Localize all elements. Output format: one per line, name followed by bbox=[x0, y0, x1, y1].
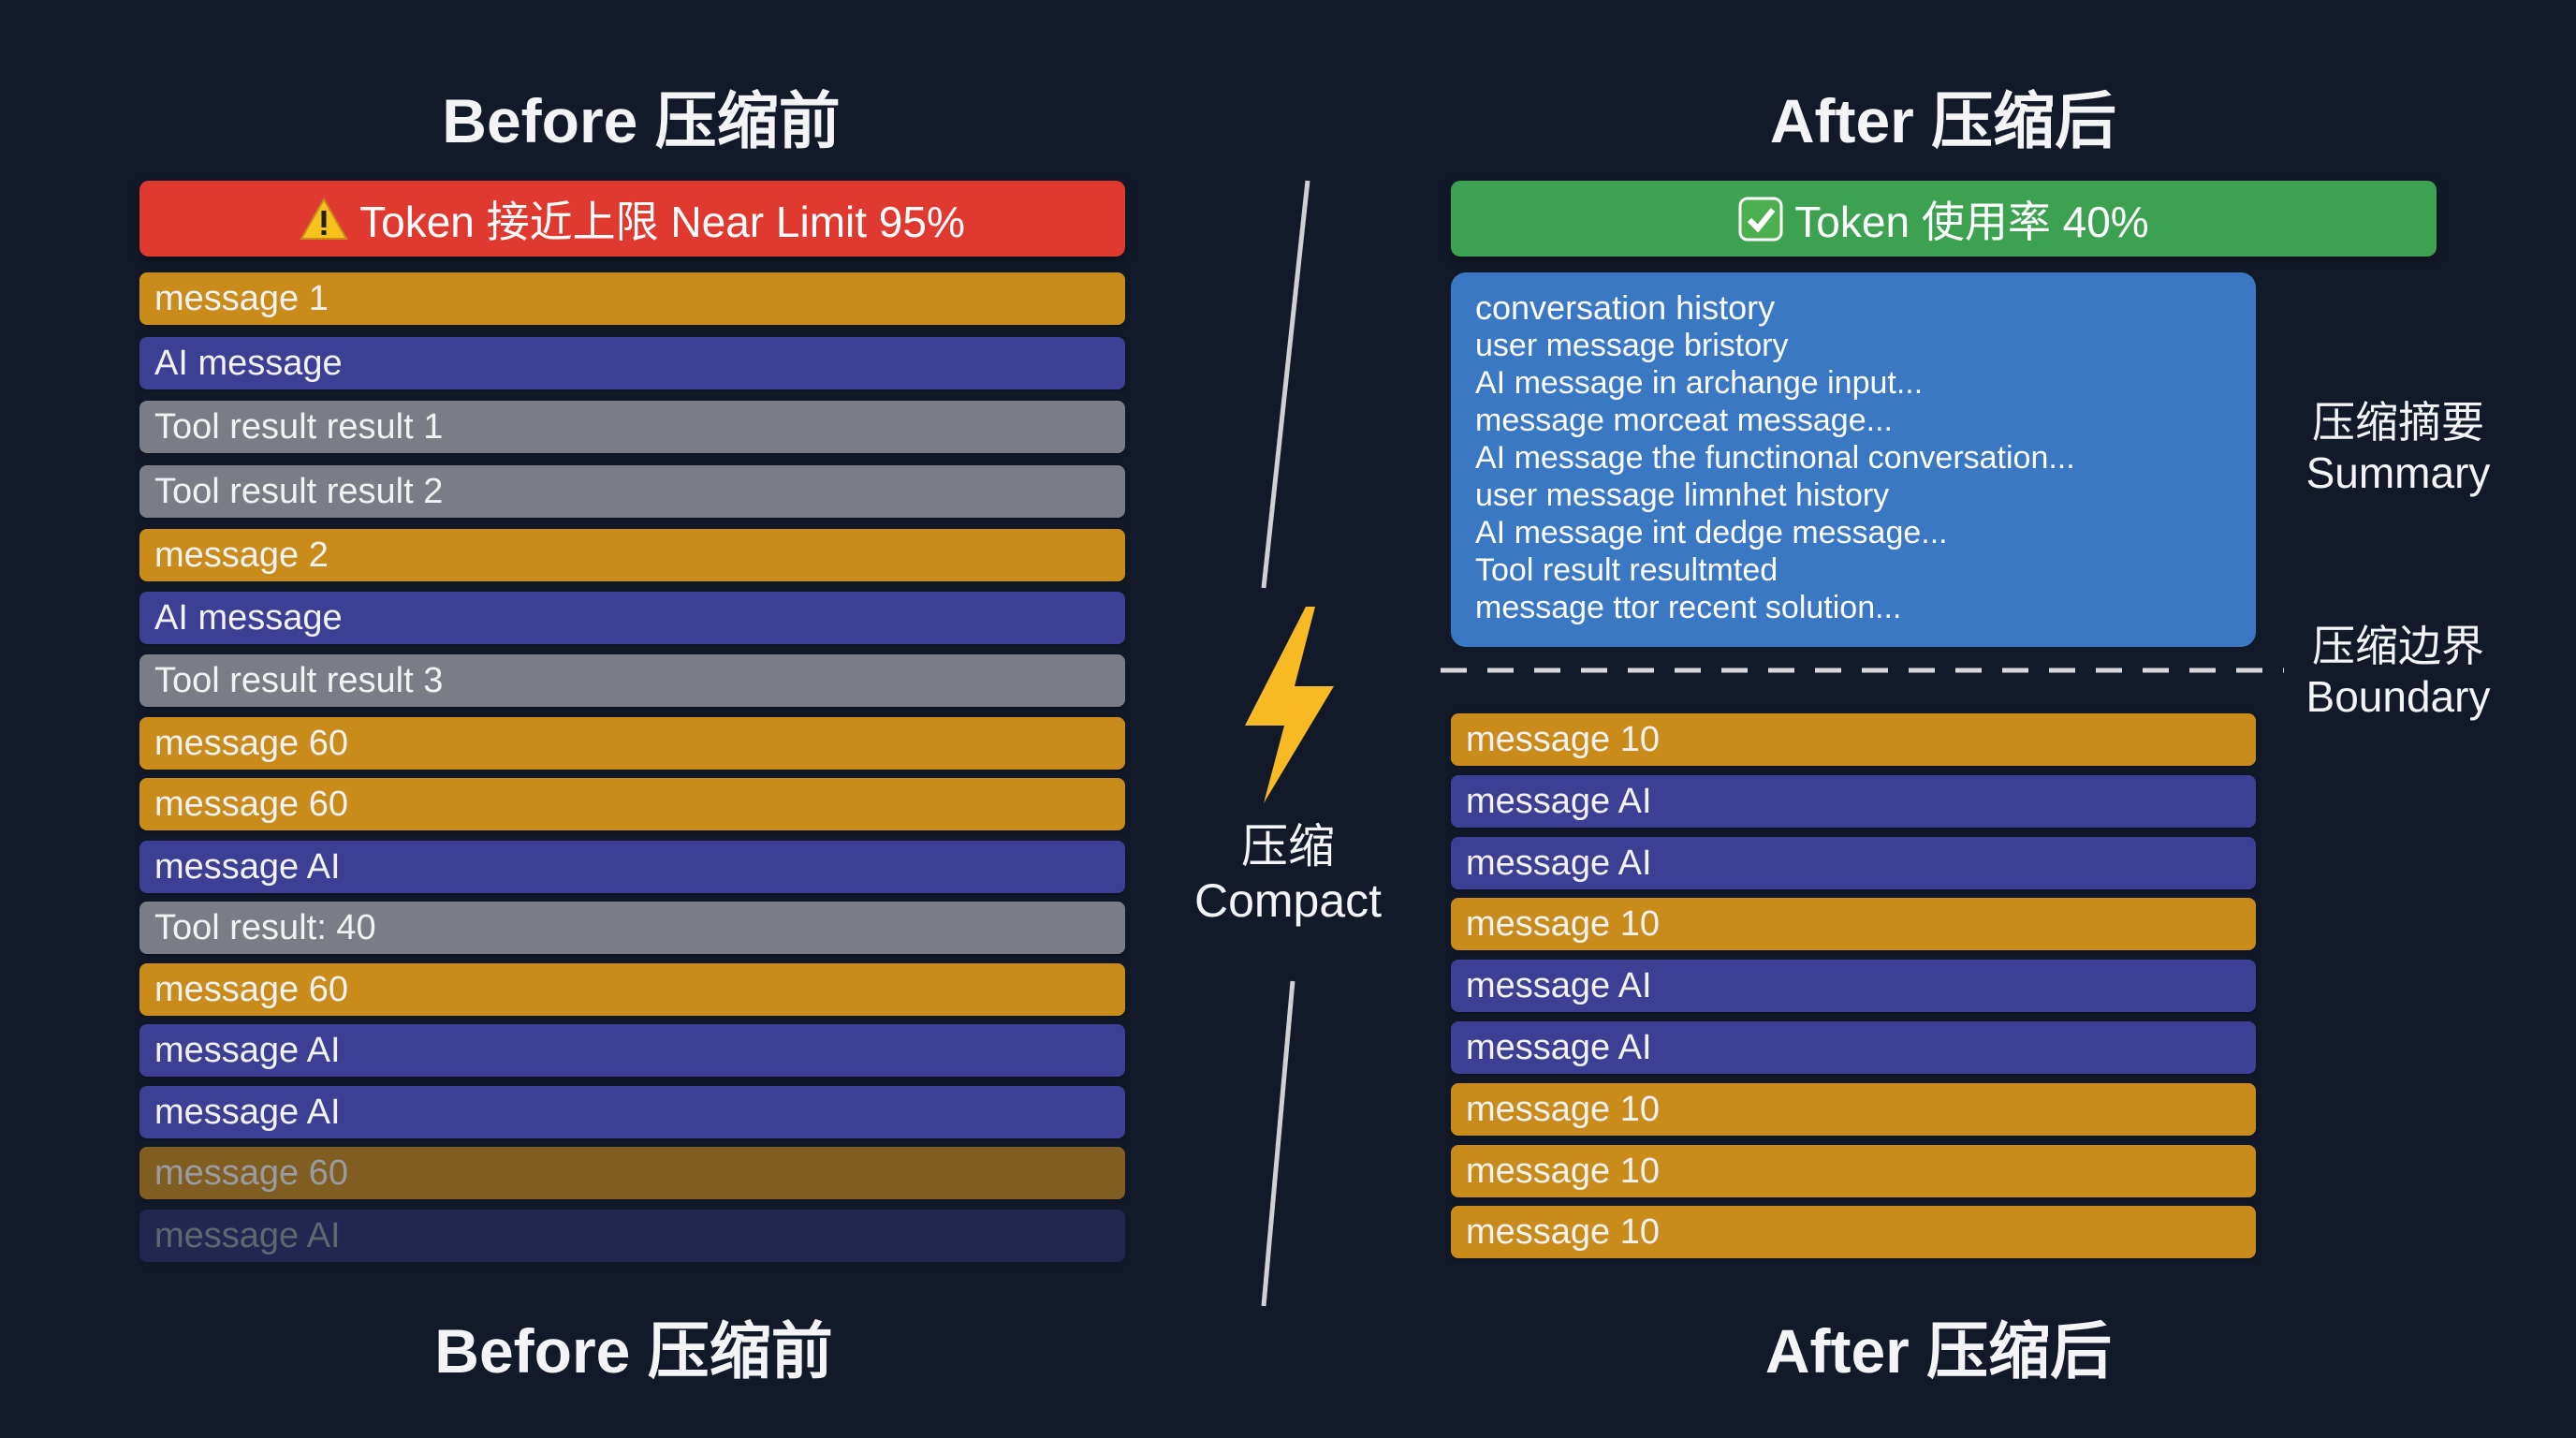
before-row-user: message 1 bbox=[139, 272, 1125, 325]
after-title-bottom: After 压缩后 bbox=[1764, 1316, 2113, 1386]
summary-line: AI message in archange input... bbox=[1475, 365, 1924, 401]
token-usage-text: Token 使用率 40% bbox=[1794, 197, 2149, 246]
before-title-bottom: Before 压缩前 bbox=[434, 1316, 833, 1386]
after-row-ai: message AI bbox=[1451, 960, 2256, 1013]
summary-label-cn: 压缩摘要 bbox=[2312, 398, 2484, 447]
summary-line: AI message the functinonal conversation.… bbox=[1475, 440, 2075, 476]
after-row-ai: message AI bbox=[1451, 836, 2256, 889]
before-title-top: Before 压缩前 bbox=[442, 86, 841, 155]
summary-line: user message bristory bbox=[1475, 328, 1789, 363]
before-row-user: message 60 bbox=[139, 963, 1125, 1016]
after-row-user: message 10 bbox=[1451, 1206, 2256, 1259]
compact-label-en: Compact bbox=[1193, 874, 1383, 927]
summary-line: message morceat message... bbox=[1475, 403, 1893, 438]
before-row-user: message 60 bbox=[139, 1147, 1125, 1199]
after-row-user: message 10 bbox=[1451, 1144, 2256, 1197]
summary-label-en: Summary bbox=[2305, 448, 2491, 497]
summary-line: conversation history bbox=[1475, 288, 1776, 327]
boundary-label-en: Boundary bbox=[2305, 672, 2491, 721]
before-row-ai: AI message bbox=[139, 592, 1125, 644]
after-row-user: message 10 bbox=[1451, 1082, 2256, 1136]
before-row-tool: Tool result result 2 bbox=[139, 465, 1125, 518]
after-row-user: message 10 bbox=[1451, 898, 2256, 951]
summary-line: message ttor recent solution... bbox=[1475, 590, 1902, 625]
after-row-user: message 10 bbox=[1451, 713, 2256, 766]
compact-label: 压缩 Compact bbox=[1194, 819, 1382, 928]
token-near-limit-text: Token 接近上限 Near Limit 95% bbox=[359, 197, 965, 246]
token-near-limit-banner: Token 接近上限 Near Limit 95% bbox=[139, 181, 1125, 257]
compression-summary-box: conversation history user message bristor… bbox=[1451, 272, 2256, 647]
divider-line-bottom bbox=[1261, 980, 1295, 1307]
summary-line: user message limnhet history bbox=[1475, 477, 1890, 513]
before-row-tool: Tool result: 40 bbox=[139, 902, 1125, 954]
before-row-ai: message AI bbox=[139, 1086, 1125, 1138]
summary-line: AI message int dedge message... bbox=[1475, 515, 1948, 550]
summary-label: 压缩摘要 Summary bbox=[2306, 397, 2491, 498]
boundary-label-cn: 压缩边界 bbox=[2311, 622, 2484, 670]
before-row-ai: message AI bbox=[139, 1210, 1125, 1262]
warning-icon bbox=[300, 197, 348, 240]
lightning-icon bbox=[1245, 607, 1334, 803]
before-row-user: message 2 bbox=[139, 529, 1125, 581]
check-icon bbox=[1738, 197, 1783, 241]
summary-line: Tool result resultmted bbox=[1475, 552, 1778, 588]
before-row-ai: message AI bbox=[139, 1024, 1125, 1077]
divider-line-top bbox=[1261, 180, 1310, 589]
compact-label-cn: 压缩 bbox=[1240, 820, 1335, 873]
before-row-tool: Tool result result 3 bbox=[139, 654, 1125, 707]
token-usage-banner: Token 使用率 40% bbox=[1451, 181, 2437, 257]
after-row-ai: message AI bbox=[1451, 1021, 2256, 1074]
after-row-ai: message AI bbox=[1451, 774, 2256, 828]
before-row-user: message 60 bbox=[139, 778, 1125, 830]
before-row-ai: AI message bbox=[139, 337, 1125, 389]
before-row-tool: Tool result result 1 bbox=[139, 401, 1125, 453]
before-row-ai: message AI bbox=[139, 841, 1125, 893]
boundary-label: 压缩边界 Boundary bbox=[2306, 621, 2491, 722]
before-row-user: message 60 bbox=[139, 717, 1125, 770]
after-title-top: After 压缩后 bbox=[1769, 86, 2117, 155]
